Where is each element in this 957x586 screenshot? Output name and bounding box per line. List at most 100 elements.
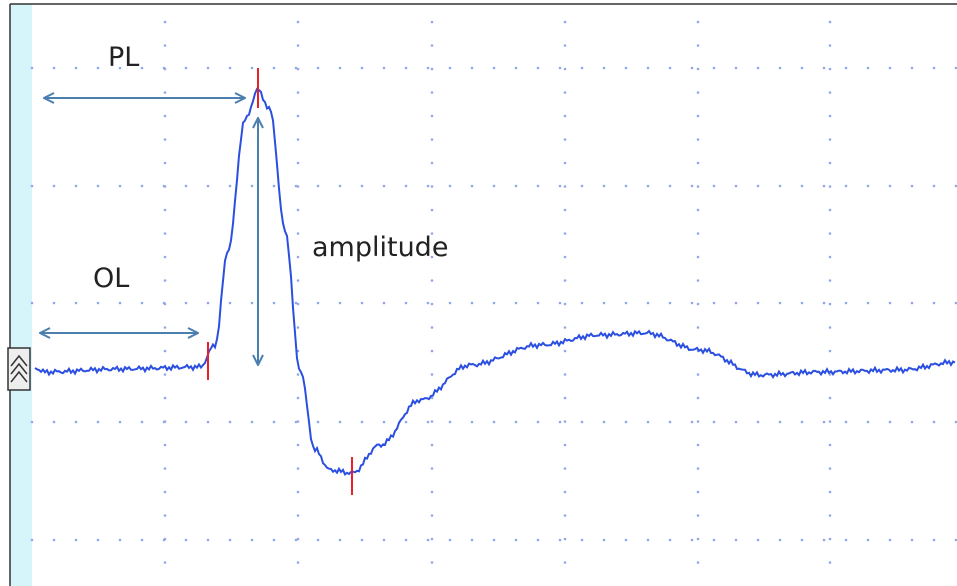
grid-dot	[800, 420, 804, 424]
grid-dot	[563, 490, 567, 494]
grid-dot	[430, 490, 434, 494]
grid-dot	[228, 184, 232, 188]
grid-dot	[954, 301, 957, 305]
grid-dot	[96, 184, 100, 188]
grid-dot	[696, 67, 700, 71]
grid-dot	[448, 66, 452, 70]
grid-dot	[822, 538, 826, 542]
grid-dot	[866, 420, 870, 424]
grid-dot	[30, 184, 34, 188]
grid-dot	[430, 161, 434, 165]
grid-dot	[563, 467, 567, 470]
grid-dot	[118, 184, 122, 188]
grid-dot	[712, 301, 716, 305]
grid-dot	[296, 91, 300, 94]
grid-dot	[426, 301, 430, 305]
grid-dot	[828, 326, 832, 329]
grid-dot	[514, 538, 518, 542]
grid-dot	[430, 114, 434, 118]
grid-dot	[74, 66, 78, 70]
grid-dot	[360, 66, 364, 70]
grid-dot	[844, 301, 848, 305]
grid-dot	[404, 538, 408, 542]
grid-dot	[250, 66, 254, 70]
grid-dot	[696, 467, 700, 470]
grid-dot	[52, 420, 56, 424]
grid-dot	[734, 420, 738, 424]
grid-dot	[163, 185, 167, 188]
grid-dot	[250, 420, 254, 424]
grid-dot	[866, 184, 870, 188]
grid-dot	[163, 537, 167, 541]
grid-dot	[602, 538, 606, 542]
grid-dot	[624, 184, 628, 188]
grid-dot	[30, 66, 34, 70]
grid-dot	[382, 538, 386, 542]
grid-dot	[828, 138, 832, 141]
grid-dot	[96, 420, 100, 424]
grid-dot	[430, 208, 434, 212]
grid-dot	[828, 44, 832, 47]
grid-dot	[296, 279, 300, 282]
grid-dot	[696, 443, 700, 447]
grid-dot	[250, 301, 254, 305]
grid-dot	[492, 301, 496, 305]
grid-dot	[828, 467, 832, 470]
grid-dot	[800, 66, 804, 70]
grid-dot	[118, 538, 122, 542]
grid-dot	[563, 349, 567, 353]
grid-dot	[646, 538, 650, 542]
grid-dot	[272, 301, 276, 305]
grid-dot	[696, 561, 700, 564]
grid-dot	[668, 420, 672, 424]
grid-dot	[514, 66, 518, 70]
grid-dot	[296, 161, 300, 165]
grid-dot	[514, 184, 518, 188]
grid-dot	[563, 326, 567, 329]
grid-dot	[184, 184, 188, 188]
grid-dot	[430, 279, 434, 282]
grid-dot	[30, 538, 34, 542]
grid-dot	[558, 301, 562, 305]
grid-dot	[163, 302, 167, 306]
grid-dot	[296, 537, 300, 541]
grid-dot	[690, 420, 694, 424]
grid-dot	[296, 396, 300, 400]
grid-dot	[563, 443, 567, 447]
grid-dot	[74, 538, 78, 542]
grid-dot	[696, 373, 700, 376]
grid-dot	[910, 66, 914, 70]
grid-dot	[118, 66, 122, 70]
grid-dot	[272, 420, 276, 424]
grid-dot	[294, 301, 298, 305]
grid-dot	[696, 420, 700, 423]
grid-dot	[184, 538, 188, 542]
grid-dot	[696, 514, 700, 517]
grid-dot	[426, 184, 430, 188]
grid-dot	[426, 420, 430, 424]
grid-dot	[430, 302, 434, 306]
grid-dot	[624, 301, 628, 305]
grid-dot	[558, 538, 562, 542]
grid-dot	[163, 67, 167, 71]
grid-dot	[228, 420, 232, 424]
grid-dot	[492, 184, 496, 188]
grid-dot	[338, 184, 342, 188]
grid-dot	[296, 561, 300, 564]
grid-dot	[558, 184, 562, 188]
grid-dot	[430, 537, 434, 541]
grid-dot	[52, 184, 56, 188]
grid-dot	[866, 301, 870, 305]
grid-dot	[910, 301, 914, 305]
grid-dot	[563, 44, 567, 47]
grid-dot	[800, 301, 804, 305]
grid-dot	[52, 66, 56, 70]
grid-dot	[828, 514, 832, 517]
grid-dot	[624, 66, 628, 70]
grid-dot	[734, 66, 738, 70]
grid-dot	[580, 184, 584, 188]
grid-dot	[163, 91, 167, 94]
grid-dot	[163, 561, 167, 564]
grid-dot	[932, 184, 936, 188]
